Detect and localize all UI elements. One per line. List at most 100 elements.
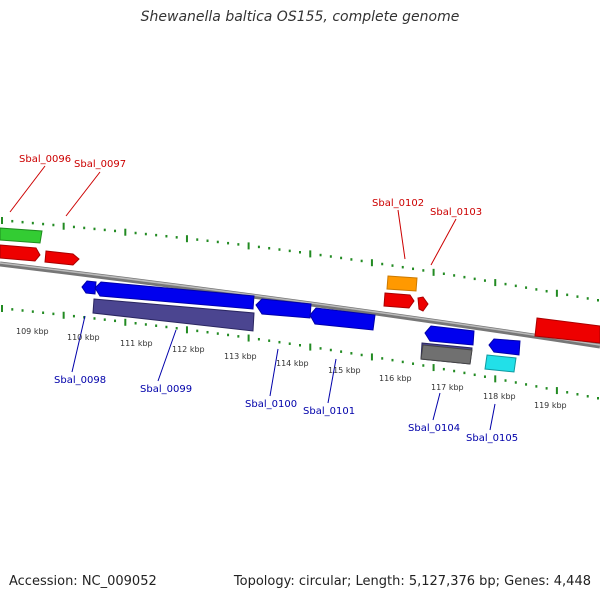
reverse-major-tick (1, 305, 3, 312)
reverse-tick-row (1, 305, 599, 400)
reverse-minor-tick (288, 342, 291, 345)
sbal-0101-label[interactable]: Sbal_0101 (303, 406, 355, 417)
sbal-0103-gene-arrow (383, 292, 415, 309)
reverse-major-tick (124, 318, 127, 326)
reverse-minor-tick (391, 358, 394, 362)
forward-minor-tick (340, 256, 343, 260)
scale-label: 111 kbp (120, 339, 153, 348)
reverse-major-tick (370, 353, 373, 361)
forward-minor-tick (525, 286, 528, 289)
forward-minor-tick (93, 227, 96, 231)
sbal-0103-label[interactable]: Sbal_0103 (430, 207, 482, 218)
forward-minor-tick (42, 222, 45, 226)
gene-arrow-edge (534, 317, 600, 344)
sbal-0099-label[interactable]: Sbal_0099 (140, 384, 192, 395)
forward-minor-tick (586, 297, 589, 300)
forward-minor-tick (514, 284, 517, 288)
reverse-minor-tick (103, 318, 106, 321)
sbal-0096-leader-line (9, 165, 46, 213)
forward-minor-tick (329, 255, 332, 258)
reverse-minor-tick (422, 364, 425, 367)
reverse-minor-tick (597, 397, 599, 400)
forward-minor-tick (391, 264, 394, 267)
reverse-major-tick (432, 364, 435, 372)
reverse-minor-tick (206, 330, 209, 334)
forward-minor-tick (11, 219, 14, 223)
sbal-0100-label[interactable]: Sbal_0100 (245, 399, 297, 410)
sbal-0104-label[interactable]: Sbal_0104 (408, 423, 460, 434)
reverse-minor-tick (268, 339, 271, 342)
reverse-minor-tick (483, 375, 486, 378)
forward-minor-tick (278, 248, 281, 251)
sbal-0098-gene-arrow (81, 280, 97, 295)
sbal-0105-leader-line (489, 403, 496, 431)
reverse-minor-tick (401, 360, 404, 364)
sbal-0097-label[interactable]: Sbal_0097 (74, 159, 126, 170)
reverse-minor-tick (350, 352, 353, 355)
sbal-0098-label[interactable]: Sbal_0098 (54, 375, 106, 386)
reverse-major-tick (555, 387, 558, 395)
forward-minor-tick (144, 232, 147, 236)
forward-minor-tick (31, 221, 34, 225)
forward-minor-tick (114, 229, 117, 233)
sbal-0101-leader-line (327, 358, 337, 404)
forward-major-tick (247, 242, 250, 250)
forward-minor-tick (381, 262, 384, 266)
reverse-major-tick (62, 311, 65, 319)
forward-minor-tick (268, 246, 271, 250)
forward-minor-tick (216, 240, 219, 244)
sbal-0096-label[interactable]: Sbal_0096 (19, 154, 71, 165)
scale-label: 119 kbp (534, 401, 567, 410)
accession-text: Accession: NC_009052 (9, 574, 157, 589)
forward-minor-tick (196, 238, 199, 241)
sbal-0103-gene-arrow-part (417, 296, 429, 312)
reverse-minor-tick (52, 312, 55, 316)
forward-major-tick (494, 279, 497, 287)
reverse-minor-tick (196, 329, 199, 333)
reverse-minor-tick (576, 393, 579, 396)
forward-minor-tick (473, 277, 476, 281)
sbal-0096-gene-arrow (0, 227, 43, 244)
reverse-minor-tick (453, 369, 456, 373)
reverse-minor-tick (165, 325, 168, 329)
sbal-0099-leader-line (157, 329, 177, 382)
forward-minor-tick (175, 236, 178, 239)
reverse-minor-tick (525, 383, 528, 386)
scale-label: 113 kbp (224, 352, 257, 361)
scale-label: 110 kbp (67, 333, 100, 342)
forward-minor-tick (21, 220, 24, 224)
scale-label: 114 kbp (276, 359, 309, 368)
sbal-0105-label[interactable]: Sbal_0105 (466, 433, 518, 444)
reverse-major-tick (494, 375, 497, 383)
reverse-minor-tick (237, 335, 240, 338)
reverse-minor-tick (227, 333, 230, 337)
forward-major-tick (370, 259, 373, 267)
forward-minor-tick (350, 258, 353, 261)
forward-minor-tick (165, 234, 168, 238)
forward-major-tick (124, 228, 127, 236)
sbal-0105-cds-bar (484, 354, 517, 373)
reverse-minor-tick (114, 319, 117, 323)
reverse-minor-tick (11, 308, 14, 311)
reverse-minor-tick (278, 340, 281, 344)
forward-minor-tick (453, 274, 456, 277)
forward-minor-tick (360, 259, 363, 263)
reverse-minor-tick (72, 314, 75, 318)
sbal-0102-label[interactable]: Sbal_0102 (372, 198, 424, 209)
forward-minor-tick (103, 228, 106, 232)
reverse-minor-tick (329, 348, 332, 352)
reverse-minor-tick (31, 310, 34, 313)
forward-minor-tick (206, 239, 209, 243)
reverse-minor-tick (155, 324, 158, 327)
sbal-0097-gene-arrow (0, 244, 41, 262)
sbal-0099-cds-bar (92, 298, 255, 332)
leader-lines (9, 165, 496, 431)
forward-minor-tick (288, 249, 291, 253)
sbal-0102-gene-arrow (386, 275, 418, 292)
reverse-minor-tick (93, 317, 96, 320)
grey-feature-bar (420, 344, 473, 365)
forward-minor-tick (83, 226, 86, 230)
reverse-minor-tick (381, 357, 384, 360)
sbal-0100-leader-line (269, 348, 279, 397)
reverse-minor-tick (134, 321, 137, 325)
